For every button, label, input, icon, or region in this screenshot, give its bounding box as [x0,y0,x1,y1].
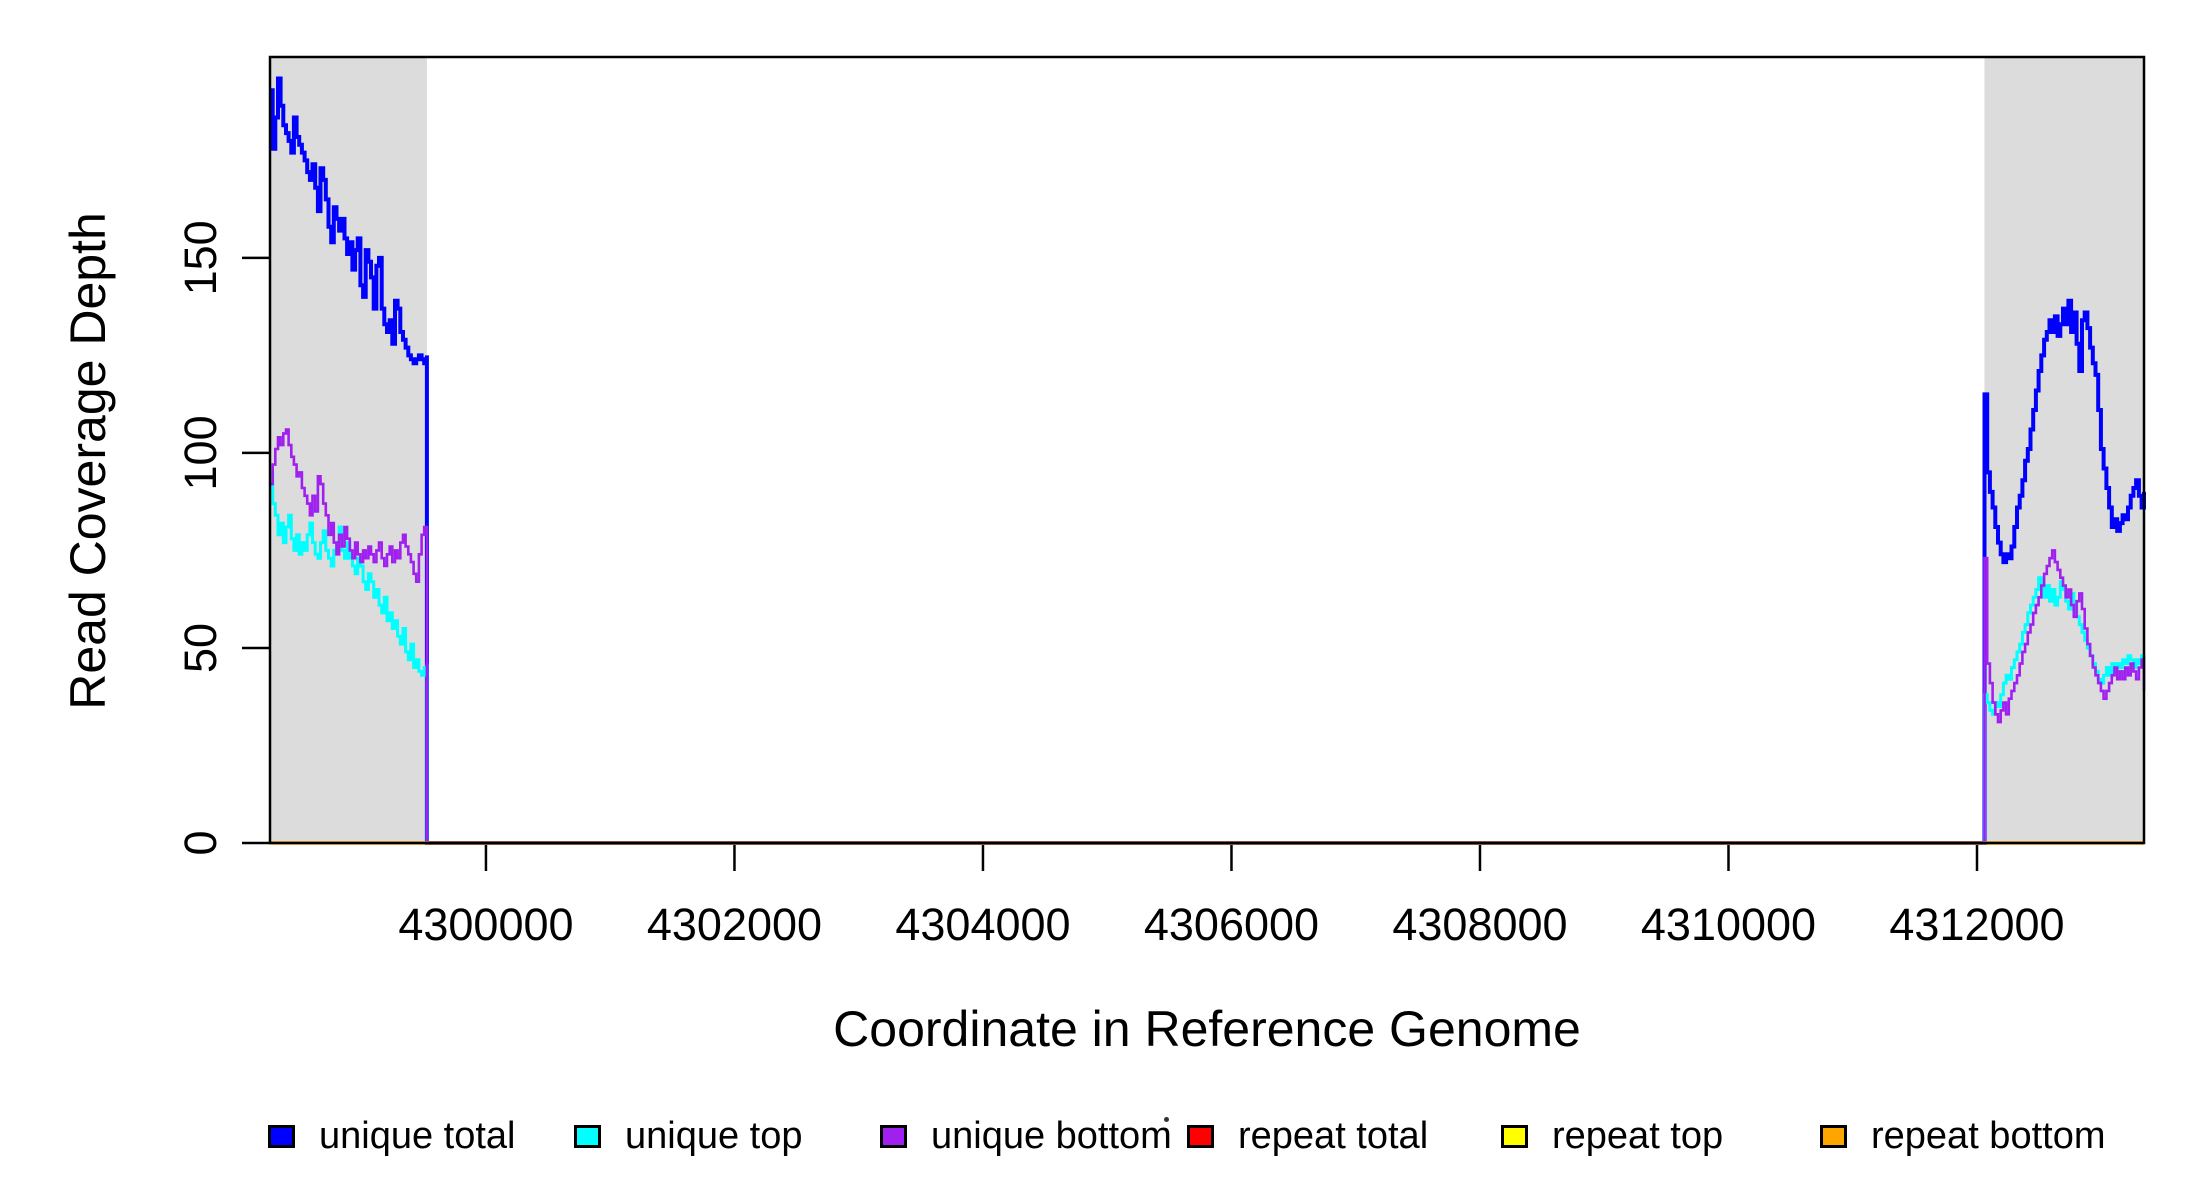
stray-dot-icon [1164,1117,1169,1122]
x-axis-title: Coordinate in Reference Genome [833,1001,1581,1057]
legend-label: unique bottom [931,1114,1172,1157]
legend-label: repeat top [1552,1114,1724,1157]
x-axis-tick-label: 4304000 [895,899,1070,950]
legend-item-repeat-total: repeat total [1187,1112,1428,1160]
legend-item-repeat-top: repeat top [1501,1112,1723,1160]
legend-item-unique-bottom: unique bottom [880,1112,1172,1160]
series-line-unique-bottom [270,428,2146,845]
repeat-bottom-swatch-icon [1820,1124,1847,1148]
legend-item-unique-total: unique total [268,1112,516,1160]
y-axis-title: Read Coverage Depth [60,212,116,710]
x-axis-tick-label: 4306000 [1144,899,1319,950]
legend-label: unique top [625,1114,803,1157]
right-repeat-flank [1984,57,2144,843]
legend: unique total unique top unique bottom repea… [0,1112,2200,1160]
unique-total-swatch-icon [268,1124,295,1148]
x-axis-tick-label: 4312000 [1889,899,2064,950]
x-axis-tick-label: 4300000 [398,899,573,950]
y-axis-tick-label: 100 [175,415,226,490]
series-line-unique-total [270,76,2146,845]
y-axis-tick-label: 0 [175,830,226,855]
legend-item-unique-top: unique top [574,1112,803,1160]
legend-item-repeat-bottom: repeat bottom [1820,1112,2105,1160]
legend-label: repeat bottom [1871,1114,2106,1157]
x-axis-tick-label: 4310000 [1641,899,1816,950]
left-repeat-flank [270,57,427,843]
legend-label: unique total [319,1114,516,1157]
plot-border [268,55,2146,845]
repeat-total-swatch-icon [1187,1124,1214,1148]
repeat-top-swatch-icon [1501,1124,1528,1148]
legend-label: repeat total [1238,1114,1429,1157]
unique-top-swatch-icon [574,1124,601,1148]
x-axis-tick-label: 4302000 [647,899,822,950]
y-axis-tick-label: 150 [175,220,226,295]
x-axis-tick-label: 4308000 [1392,899,1567,950]
series-line-unique-top [270,470,2146,845]
y-axis-tick-label: 50 [175,623,226,673]
unique-bottom-swatch-icon [880,1124,907,1148]
